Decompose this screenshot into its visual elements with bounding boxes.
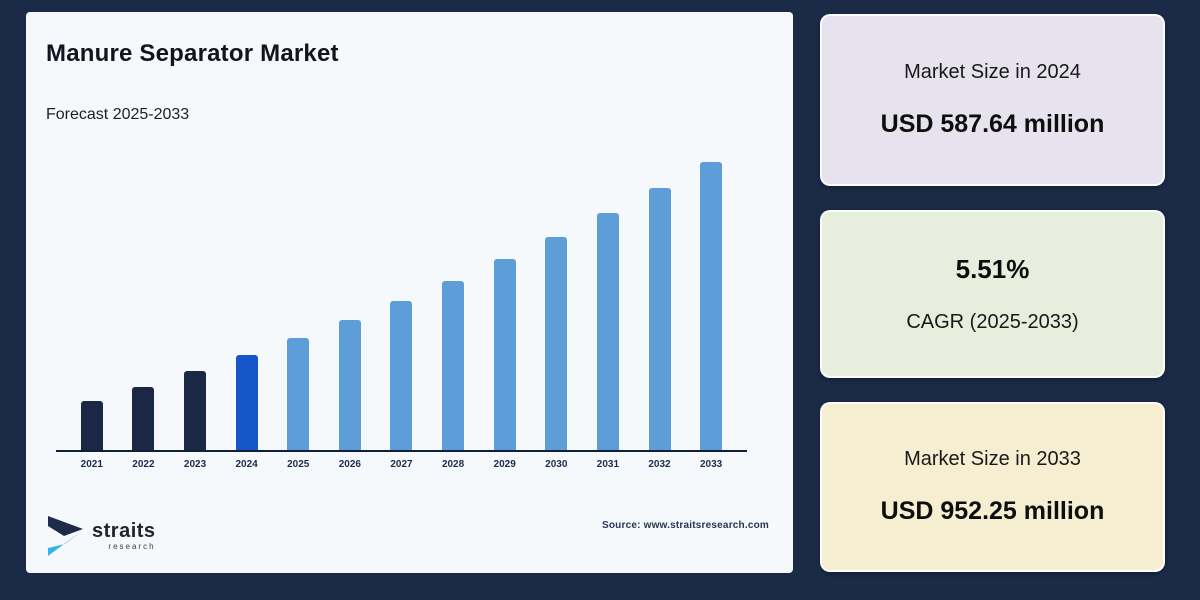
x-tick-2032: 2032	[648, 459, 671, 470]
bar-slot-2028	[427, 281, 479, 450]
bar-2023	[184, 371, 207, 450]
x-tick-2023: 2023	[183, 459, 207, 470]
logo-subname: research	[108, 542, 156, 551]
bars-row	[56, 150, 747, 450]
x-tick-2026: 2026	[338, 459, 361, 470]
x-tick-2029: 2029	[493, 459, 516, 470]
x-tick-2030: 2030	[545, 459, 568, 470]
bar-slot-2024	[221, 355, 273, 450]
market-size-2033-value: USD 952.25 million	[880, 497, 1105, 525]
market-size-2033-panel: Market Size in 2033 USD 952.25 million	[820, 402, 1165, 572]
cagr-value: 5.51%	[955, 254, 1030, 284]
bar-2027	[390, 301, 413, 450]
straits-research-logo: straits research	[46, 513, 156, 559]
bar-2024	[235, 355, 258, 450]
card-footer: straits research Source: www.straitsrese…	[46, 513, 769, 559]
bar-2026	[338, 320, 361, 450]
bar-2030	[545, 237, 568, 450]
logo-name: straits	[92, 520, 156, 542]
x-labels-row: 2021 2022 2023 2024 2025 2026 2027 2028 2029 2030…	[56, 459, 747, 470]
bar-2021	[80, 401, 103, 450]
bar-slot-2026	[324, 320, 376, 450]
x-tick-2027: 2027	[390, 459, 413, 470]
x-tick-2021: 2021	[80, 459, 103, 470]
market-size-2024-panel: Market Size in 2024 USD 587.64 million	[820, 14, 1165, 186]
bar-slot-2021	[66, 401, 118, 450]
straits-logo-icon	[46, 513, 88, 559]
x-tick-2031: 2031	[596, 459, 620, 470]
page-title: Manure Separator Market	[46, 40, 339, 67]
bar-slot-2031	[582, 213, 634, 450]
bar-slot-2022	[118, 387, 170, 450]
bar-slot-2032	[634, 188, 686, 450]
cagr-label: CAGR (2025-2033)	[906, 311, 1079, 333]
bar-chart: 2021 2022 2023 2024 2025 2026 2027 2028 2029 2030…	[56, 150, 747, 470]
bar-2028	[442, 281, 465, 450]
bar-2022	[132, 387, 155, 450]
chart-card: Manure Separator Market Forecast 2025-20…	[26, 12, 793, 573]
bar-slot-2033	[685, 162, 737, 450]
bar-2031	[596, 213, 619, 450]
x-tick-2024: 2024	[235, 459, 258, 470]
logo-text: straits research	[92, 521, 156, 551]
bar-2032	[648, 188, 671, 450]
bar-2033	[700, 162, 723, 450]
source-text: Source: www.straitsresearch.com	[601, 519, 769, 531]
bar-2025	[287, 338, 310, 450]
stat-panels: Market Size in 2024 USD 587.64 million 5…	[820, 14, 1165, 572]
chart-subtitle: Forecast 2025-2033	[46, 106, 190, 123]
x-tick-2033: 2033	[699, 459, 723, 470]
market-size-2024-value: USD 587.64 million	[880, 110, 1105, 138]
x-tick-2022: 2022	[132, 459, 155, 470]
bar-slot-2023	[169, 371, 221, 450]
x-tick-2025: 2025	[287, 459, 310, 470]
bar-slot-2027	[376, 301, 428, 450]
market-size-2033-label: Market Size in 2033	[904, 448, 1081, 470]
x-tick-2028: 2028	[441, 459, 465, 470]
cagr-panel: 5.51% CAGR (2025-2033)	[820, 210, 1165, 378]
bar-2029	[493, 259, 516, 450]
bar-slot-2029	[479, 259, 531, 450]
bar-slot-2025	[272, 338, 324, 450]
bar-slot-2030	[530, 237, 582, 450]
market-size-2024-label: Market Size in 2024	[904, 61, 1081, 83]
x-axis-line	[56, 450, 747, 452]
